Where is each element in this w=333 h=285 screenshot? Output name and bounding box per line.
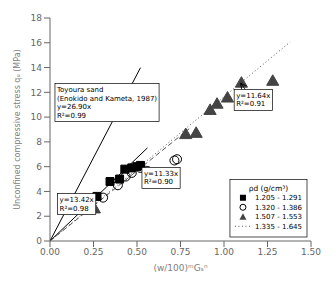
svg-text:1.25: 1.25 — [257, 247, 277, 257]
svg-text:18: 18 — [31, 13, 43, 23]
svg-text:1.335 - 1.645: 1.335 - 1.645 — [255, 223, 302, 231]
svg-text:0: 0 — [36, 236, 42, 246]
svg-text:1.320 - 1.386: 1.320 - 1.386 — [255, 204, 303, 212]
svg-text:1.00: 1.00 — [214, 247, 234, 257]
svg-text:y=11.33x: y=11.33x — [144, 170, 178, 178]
svg-text:(w/100)ᵐGₛⁿ: (w/100)ᵐGₛⁿ — [153, 263, 208, 273]
svg-text:R²=0.98: R²=0.98 — [60, 205, 89, 213]
svg-text:1.507 - 1.553: 1.507 - 1.553 — [255, 213, 302, 221]
svg-text:2: 2 — [36, 211, 42, 221]
svg-text:R²=0.91: R²=0.91 — [236, 100, 265, 108]
svg-text:1.205 - 1.291: 1.205 - 1.291 — [255, 194, 302, 202]
svg-text:R²=0.90: R²=0.90 — [144, 178, 173, 186]
svg-text:8: 8 — [36, 137, 42, 147]
svg-text:Unconfined compressive stress: Unconfined compressive stress qᵤ (MPa) — [13, 49, 22, 210]
svg-text:1.50: 1.50 — [301, 247, 321, 257]
svg-text:Toyoura sand: Toyoura sand — [56, 86, 103, 94]
svg-text:0.00: 0.00 — [40, 247, 60, 257]
svg-text:10: 10 — [31, 112, 43, 122]
svg-text:12: 12 — [31, 88, 42, 98]
svg-text:16: 16 — [31, 38, 43, 48]
svg-text:0.50: 0.50 — [127, 247, 147, 257]
svg-text:R²=0.99: R²=0.99 — [57, 112, 86, 120]
svg-text:(Enokido and Kameta, 1987): (Enokido and Kameta, 1987) — [57, 95, 157, 103]
svg-text:y=26.90x: y=26.90x — [57, 103, 91, 111]
svg-text:0.75: 0.75 — [170, 247, 190, 257]
svg-text:y=11.64x: y=11.64x — [236, 92, 270, 100]
svg-text:ρd (g/cm³): ρd (g/cm³) — [249, 184, 289, 193]
svg-text:14: 14 — [31, 63, 43, 73]
svg-text:y=13.42x: y=13.42x — [60, 196, 94, 204]
svg-text:6: 6 — [36, 162, 42, 172]
svg-text:0.25: 0.25 — [83, 247, 103, 257]
svg-text:4: 4 — [36, 187, 42, 197]
